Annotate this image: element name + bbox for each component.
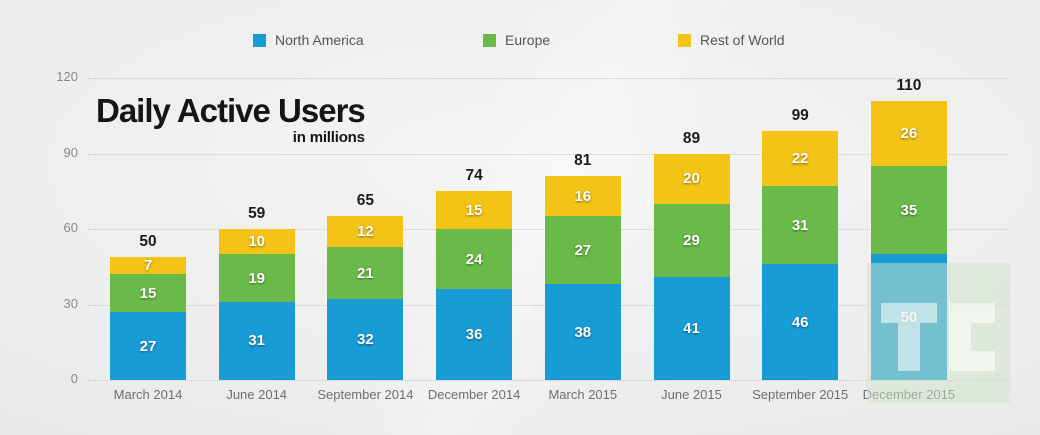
legend-item-2: Rest of World: [678, 30, 785, 50]
segment-rest-of-world: 26: [870, 100, 947, 167]
segment-rest-of-world: 15: [436, 191, 513, 230]
x-axis-label: December 2014: [427, 387, 521, 402]
segment-value-label: 15: [465, 201, 483, 219]
segment-rest-of-world: 10: [218, 229, 295, 255]
x-axis-label: March 2015: [548, 387, 618, 402]
x-axis-label: September 2014: [317, 387, 414, 402]
segment-value-label: 24: [465, 250, 483, 268]
y-axis-label-30: 30: [63, 295, 78, 311]
bar-september-2014: 32 21 12: [327, 216, 404, 380]
segment-europe: 15: [110, 274, 186, 313]
segment-north-america: 31: [218, 301, 295, 380]
segment-value-label: 12: [357, 223, 374, 241]
gridline-120: [88, 78, 1010, 79]
segment-value-label: 32: [357, 331, 374, 349]
segment-north-america: 38: [544, 284, 621, 380]
segment-value-label: 36: [465, 326, 483, 344]
segment-north-america: 41: [653, 276, 730, 380]
legend-swatch-icon: [253, 33, 266, 47]
segment-europe: 21: [327, 246, 404, 300]
segment-north-america: 46: [762, 264, 839, 380]
legend-swatch-icon: [678, 33, 691, 47]
bar-june-2014: 31 19 10: [218, 229, 295, 380]
segment-europe: 19: [218, 254, 295, 302]
legend-item-0: North America: [253, 30, 364, 50]
segment-value-label: 7: [143, 257, 153, 274]
segment-value-label: 19: [248, 269, 266, 287]
segment-europe: 24: [436, 229, 513, 290]
total-label: 74: [465, 167, 483, 185]
bar-december-2014: 36 24 15: [436, 191, 513, 380]
bar-september-2015: 46 31 22: [762, 130, 839, 380]
segment-value-label: 21: [357, 264, 374, 282]
title-block: Daily Active Users in millions: [96, 92, 366, 146]
segment-value-label: 31: [248, 332, 266, 350]
segment-europe: 29: [653, 203, 730, 277]
chart-title: Daily Active Users: [96, 92, 366, 129]
gridline-0: [88, 380, 1010, 381]
total-label: 81: [574, 152, 592, 170]
segment-value-label: 20: [683, 170, 700, 188]
total-label: 65: [356, 192, 375, 210]
total-label: 59: [248, 205, 266, 222]
legend: North America Europe Rest of World: [0, 30, 1040, 52]
y-axis-label-120: 120: [56, 69, 78, 84]
segment-europe: 27: [544, 216, 621, 285]
segment-value-label: 38: [574, 323, 592, 341]
total-label: 99: [791, 106, 809, 124]
segment-value-label: 22: [791, 150, 809, 168]
segment-north-america: 32: [327, 299, 404, 380]
segment-value-label: 46: [791, 313, 809, 331]
legend-item-label: Europe: [505, 32, 551, 48]
segment-value-label: 10: [248, 233, 266, 251]
segment-value-label: 26: [900, 124, 918, 142]
segment-value-label: 27: [139, 337, 157, 355]
segment-value-label: 15: [139, 284, 157, 302]
segment-value-label: 27: [574, 241, 592, 259]
legend-item-label: North America: [275, 32, 364, 48]
segment-rest-of-world: 12: [327, 216, 404, 247]
segment-europe: 31: [762, 186, 839, 265]
y-axis-label-60: 60: [63, 220, 78, 235]
x-axis-label: June 2014: [226, 387, 288, 402]
legend-item-1: Europe: [483, 30, 550, 50]
legend-item-label: Rest of World: [700, 32, 785, 48]
segment-rest-of-world: 16: [544, 176, 621, 217]
segment-value-label: 41: [683, 319, 700, 337]
segment-europe: 35: [870, 166, 947, 255]
y-axis-label-90: 90: [63, 144, 78, 160]
segment-value-label: 31: [791, 216, 809, 234]
segment-rest-of-world: 20: [653, 153, 730, 204]
total-label: 110: [896, 76, 922, 94]
segment-rest-of-world: 22: [762, 130, 839, 187]
segment-north-america: 27: [110, 312, 186, 380]
bar-march-2014: 27 15 7: [110, 256, 186, 380]
gridline-90: [88, 153, 1010, 155]
x-axis-label: March 2014: [113, 387, 183, 402]
segment-value-label: 16: [574, 187, 592, 205]
segment-north-america: 36: [436, 289, 513, 380]
chart-subtitle: in millions: [292, 128, 365, 146]
bar-march-2015: 38 27 16: [544, 176, 621, 380]
techcrunch-tc-icon: [881, 303, 995, 371]
x-axis-label: September 2015: [752, 387, 849, 402]
legend-swatch-icon: [483, 33, 496, 47]
segment-rest-of-world: 7: [110, 256, 186, 275]
segment-value-label: 35: [900, 201, 918, 219]
segment-value-label: 29: [683, 231, 700, 249]
bar-june-2015: 41 29 20: [653, 153, 730, 380]
x-axis-label: June 2015: [661, 387, 722, 402]
total-label: 50: [139, 232, 157, 250]
total-label: 89: [682, 129, 701, 147]
techcrunch-watermark: [867, 263, 1010, 403]
y-axis-label-0: 0: [70, 371, 78, 386]
